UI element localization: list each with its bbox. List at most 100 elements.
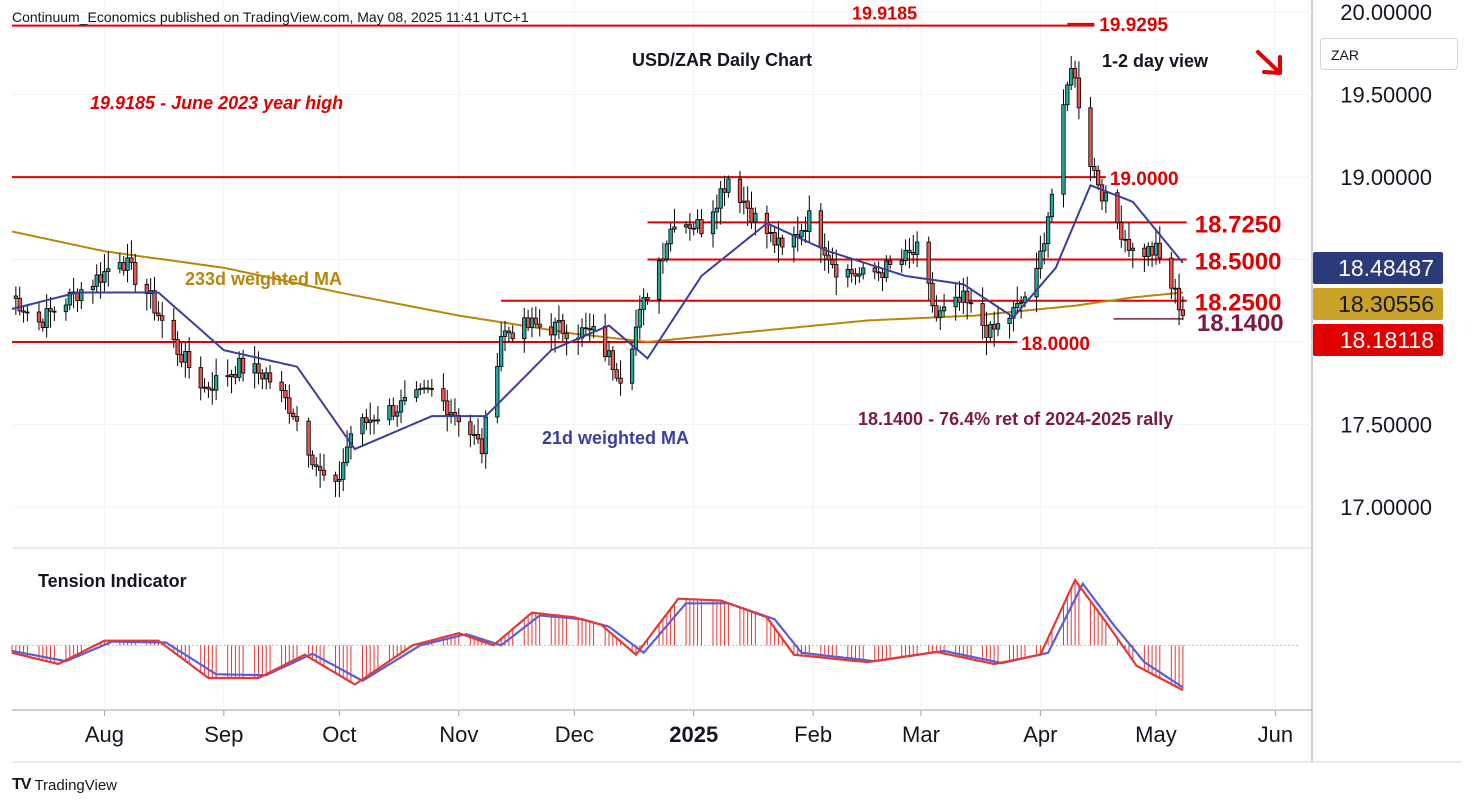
candle-body <box>267 372 273 383</box>
candle-body <box>911 252 916 255</box>
candle-body <box>360 417 365 435</box>
candle-body <box>364 417 369 423</box>
candle-body <box>21 310 26 313</box>
ma233-layer <box>11 230 1184 343</box>
candle-body <box>129 257 134 263</box>
tradingview-brand[interactable]: TV TradingView <box>12 776 117 794</box>
candle-body <box>845 268 850 278</box>
candle-body <box>229 373 234 378</box>
candle-body <box>1173 287 1178 290</box>
candle-body <box>321 469 327 476</box>
candle-body <box>695 219 700 229</box>
candle-body <box>714 207 719 213</box>
candle-body <box>830 259 835 265</box>
price-tag-box <box>1313 288 1443 320</box>
tension-indicator-title: Tension Indicator <box>38 571 187 591</box>
candle-body <box>1065 84 1070 106</box>
candle-body <box>25 311 30 314</box>
candle-body <box>907 249 912 253</box>
candle-body <box>934 305 939 318</box>
candle-body <box>67 291 72 306</box>
candle-body <box>853 273 858 277</box>
y-tick-label: 20.00000 <box>1340 0 1432 25</box>
x-axis-ticks: Aug Sep Oct Nov Dec 2025 Feb Mar Apr May Jun <box>85 710 1293 747</box>
candle-body <box>1096 169 1101 186</box>
ma21-layer <box>11 184 1184 451</box>
candle-body <box>368 419 373 423</box>
june-2023-high-label: 19.9185 - June 2023 year high <box>90 93 343 113</box>
currency-selector[interactable]: ZAR <box>1320 38 1458 70</box>
candle-body <box>287 397 292 414</box>
candle-body <box>1119 222 1124 240</box>
candle-body <box>499 336 504 367</box>
y-tick-label: 19.00000 <box>1340 165 1432 190</box>
candle-body <box>398 400 404 413</box>
tension-line <box>11 577 1184 692</box>
candle-body <box>749 207 754 223</box>
candle-body <box>1042 243 1047 252</box>
candle-body <box>560 320 565 334</box>
candle-body <box>753 212 758 223</box>
candle-body <box>687 224 693 229</box>
x-tick-label: Aug <box>85 722 124 747</box>
candle-body <box>425 387 431 390</box>
candle-body <box>857 273 862 277</box>
candle-body <box>641 297 646 310</box>
candle-body <box>121 262 126 271</box>
candle-body <box>1149 246 1155 256</box>
candle-body <box>984 325 989 338</box>
candle-body <box>664 243 669 260</box>
candle-body <box>618 377 623 384</box>
candle-body <box>726 178 731 193</box>
price-tag-label: 18.30556 <box>1338 291 1434 317</box>
candle-body <box>1092 166 1097 171</box>
candle-body <box>79 289 84 302</box>
candle-body <box>171 319 176 340</box>
candle-body <box>125 257 130 271</box>
candle-body <box>1115 192 1120 224</box>
candle-body <box>63 304 69 313</box>
candle-body <box>156 312 161 317</box>
candle-body <box>660 258 666 262</box>
candle-body <box>926 241 931 284</box>
x-tick-label: May <box>1135 722 1177 747</box>
candle-body <box>965 290 970 304</box>
ma21-line <box>11 184 1184 451</box>
candle-body <box>556 320 562 323</box>
candle-body <box>337 478 342 482</box>
candle-body <box>645 297 650 300</box>
candle-body <box>98 274 103 283</box>
candle-body <box>772 232 777 246</box>
ma233-line <box>11 230 1184 343</box>
candle-body <box>472 434 477 436</box>
candle-body <box>1018 301 1024 304</box>
candle-body <box>818 210 823 249</box>
candle-body <box>94 274 99 287</box>
candle-body <box>549 326 554 336</box>
candle-body <box>1069 68 1074 86</box>
candle-body <box>791 233 797 248</box>
candle-body <box>899 260 904 265</box>
candle-body <box>768 232 773 234</box>
candle-body <box>510 332 515 340</box>
candle-body <box>375 419 381 422</box>
candle-body <box>198 367 203 389</box>
candle-body <box>656 260 662 300</box>
x-tick-label: 2025 <box>669 722 718 747</box>
candle-body <box>992 323 997 330</box>
candle-body <box>387 405 392 421</box>
candle-body <box>475 434 481 440</box>
candle-body <box>1045 216 1051 245</box>
candle-body <box>903 249 908 262</box>
candle-body <box>202 386 207 389</box>
level-tag: 18.2500 <box>1195 290 1282 317</box>
candle-body <box>1007 317 1012 325</box>
candle-body <box>160 315 165 321</box>
level-tag: 18.1400 <box>1197 310 1284 337</box>
candle-body <box>683 224 689 228</box>
candle-body <box>668 228 673 245</box>
candle-body <box>606 350 612 358</box>
candle-body <box>283 390 288 399</box>
candle-body <box>834 264 839 278</box>
